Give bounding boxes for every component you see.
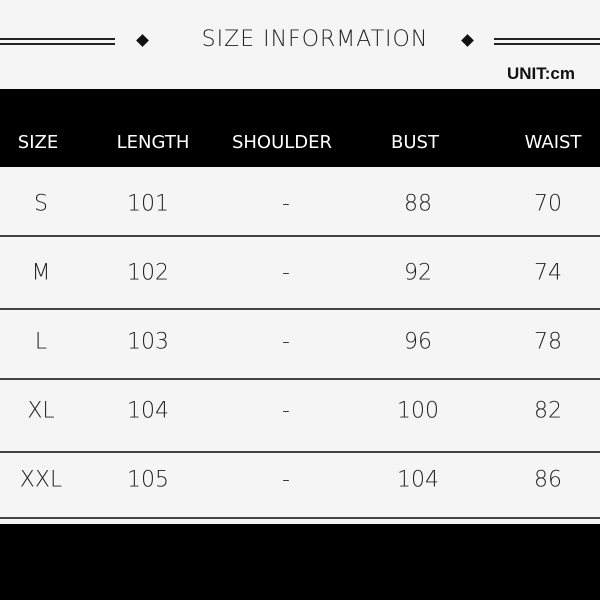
header-size: SIZE [17,132,59,153]
cell-length: 103 [127,329,169,355]
cell-bust: 96 [404,329,432,355]
table-row: L 103 - 96 78 [0,307,600,377]
table-row: M 102 - 92 74 [0,238,600,308]
cell-length: 101 [127,191,169,217]
header-shoulder: SHOULDER [231,132,333,153]
cell-size: L [34,329,48,355]
cell-waist: 86 [534,467,562,493]
cell-waist: 70 [534,191,562,217]
cell-size: S [34,191,48,217]
cell-bust: 92 [404,260,432,286]
cell-bust: 100 [397,398,439,424]
header-length: LENGTH [116,132,190,153]
right-diamond-icon [461,34,474,47]
cell-shoulder: - [282,260,290,286]
row-divider [0,308,600,310]
row-divider [0,517,600,519]
cell-bust: 88 [404,191,432,217]
cell-shoulder: - [282,329,290,355]
header-waist: WAIST [524,132,582,153]
table-row: XL 104 - 100 82 [0,376,600,446]
left-diamond-icon [136,34,149,47]
cell-size: M [31,260,51,286]
table-row: XXL 105 - 104 86 [0,445,600,515]
table-row: S 101 - 88 70 [0,169,600,239]
row-divider [0,451,600,453]
page-title: SIZE INFORMATION [201,27,429,52]
row-divider [0,378,600,380]
header-bust: BUST [391,132,439,153]
cell-shoulder: - [282,398,290,424]
cell-size: XXL [19,467,63,493]
cell-length: 105 [127,467,169,493]
cell-waist: 78 [534,329,562,355]
table-header: SIZE LENGTH SHOULDER BUST WAIST [0,89,600,167]
unit-label: UNIT:cm [506,64,575,83]
cell-size: XL [27,398,55,424]
right-double-line [494,38,600,45]
cell-bust: 104 [397,467,439,493]
left-double-line [0,38,115,45]
row-divider [0,235,600,237]
cell-length: 102 [127,260,169,286]
cell-waist: 74 [534,260,562,286]
footer-bar [0,524,600,600]
cell-waist: 82 [534,398,562,424]
cell-length: 104 [127,398,169,424]
cell-shoulder: - [282,191,290,217]
cell-shoulder: - [282,467,290,493]
